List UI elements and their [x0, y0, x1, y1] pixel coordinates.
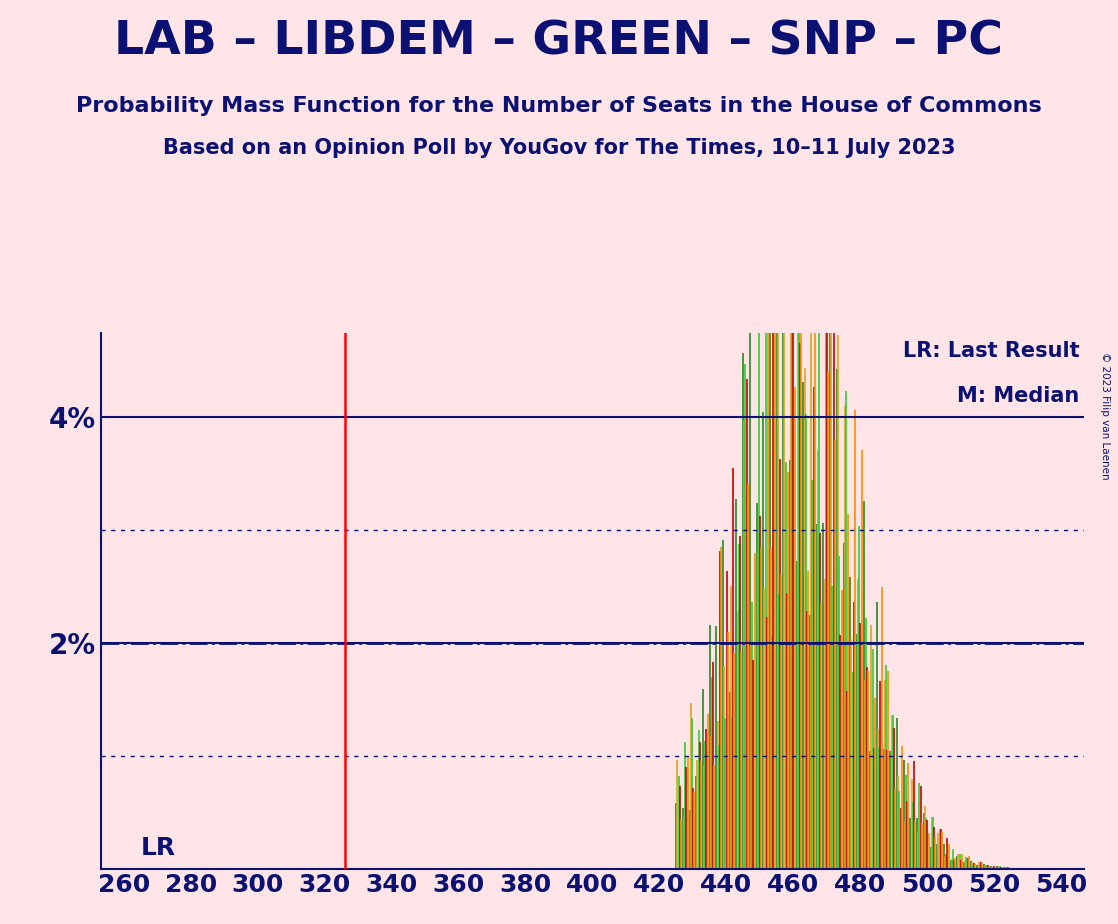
Text: LR: LR [141, 835, 176, 859]
Text: LAB – LIBDEM – GREEN – SNP – PC: LAB – LIBDEM – GREEN – SNP – PC [114, 19, 1004, 64]
Text: Probability Mass Function for the Number of Seats in the House of Commons: Probability Mass Function for the Number… [76, 96, 1042, 116]
Text: Based on an Opinion Poll by YouGov for The Times, 10–11 July 2023: Based on an Opinion Poll by YouGov for T… [163, 138, 955, 158]
Text: LR: Last Result: LR: Last Result [903, 341, 1080, 360]
Text: © 2023 Filip van Laenen: © 2023 Filip van Laenen [1100, 352, 1109, 480]
Text: M: Median: M: Median [957, 386, 1080, 407]
